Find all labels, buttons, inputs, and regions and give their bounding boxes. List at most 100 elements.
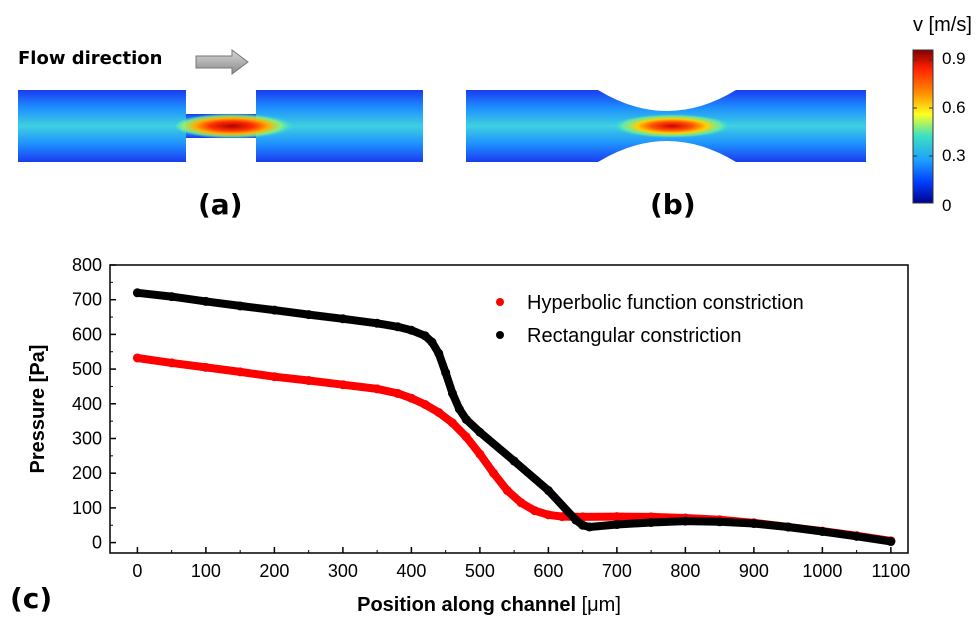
data-point-rectangular xyxy=(475,427,485,437)
data-point-hyperbolic xyxy=(516,498,526,508)
data-point-rectangular xyxy=(434,348,444,358)
x-axis-label: Position along channel [μm] xyxy=(357,594,621,616)
data-point-rectangular xyxy=(269,305,279,315)
data-point-rectangular xyxy=(612,520,622,530)
data-point-rectangular xyxy=(338,314,348,324)
x-tick-label: 300 xyxy=(328,561,358,581)
data-point-hyperbolic xyxy=(406,393,416,403)
data-series xyxy=(132,288,896,547)
data-point-hyperbolic xyxy=(475,449,485,459)
colorbar-tick-label: 0.9 xyxy=(942,49,966,68)
y-axis-label: Pressure [Pa] xyxy=(27,345,49,474)
channel-b xyxy=(466,90,866,162)
data-point-hyperbolic xyxy=(447,418,457,428)
data-point-rectangular xyxy=(886,537,896,547)
panel-a-label: (a) xyxy=(198,188,243,221)
data-point-hyperbolic xyxy=(235,367,245,377)
data-point-hyperbolic xyxy=(612,512,622,522)
data-point-rectangular xyxy=(447,388,457,398)
panel-c-label: (c) xyxy=(10,582,53,615)
colorbar-title: v [m/s] xyxy=(913,14,972,36)
data-point-rectangular xyxy=(132,288,142,298)
plot-frame xyxy=(109,264,909,554)
series-line-hyperbolic xyxy=(133,354,895,545)
data-point-rectangular xyxy=(167,292,177,302)
data-point-rectangular xyxy=(578,520,588,530)
legend-marker-rectangular xyxy=(496,331,504,339)
y-tick-label: 300 xyxy=(72,428,102,448)
x-axis-label-main: Position along channel xyxy=(357,594,581,616)
data-point-rectangular xyxy=(646,517,656,527)
x-axis-label-unit: [μm] xyxy=(582,594,621,616)
data-point-hyperbolic xyxy=(461,432,471,442)
data-point-hyperbolic xyxy=(132,353,142,363)
y-tick-label: 400 xyxy=(72,394,102,414)
legend-label-hyperbolic: Hyperbolic function constriction xyxy=(527,292,804,314)
data-point-rectangular xyxy=(461,414,471,424)
y-tick-label: 0 xyxy=(92,533,102,553)
data-point-hyperbolic xyxy=(167,358,177,368)
y-tick-label: 200 xyxy=(72,463,102,483)
data-point-rectangular xyxy=(852,531,862,541)
x-tick-label: 400 xyxy=(396,561,426,581)
velocity-field-panels xyxy=(18,49,934,204)
data-point-hyperbolic xyxy=(201,362,211,372)
pressure-chart: 0 100 200 300 400 500 600 700 800 900 1000 1100 0 100… xyxy=(27,255,910,616)
x-tick-label: 0 xyxy=(132,561,142,581)
data-point-rectangular xyxy=(235,301,245,311)
data-point-rectangular xyxy=(441,368,451,378)
y-tick-label: 800 xyxy=(72,255,102,275)
colorbar-tick-label: 0.6 xyxy=(942,98,966,117)
flow-direction-label: Flow direction xyxy=(18,48,163,69)
data-point-rectangular xyxy=(372,318,382,328)
x-tick-label: 900 xyxy=(739,561,769,581)
x-tick-label: 200 xyxy=(259,561,289,581)
data-point-hyperbolic xyxy=(557,512,567,522)
x-tick-label: 500 xyxy=(465,561,495,581)
data-point-hyperbolic xyxy=(489,468,499,478)
data-point-hyperbolic xyxy=(420,399,430,409)
data-point-rectangular xyxy=(817,526,827,536)
data-point-rectangular xyxy=(680,516,690,526)
colorbar-tick-label: 0 xyxy=(942,196,952,215)
panel-b-label: (b) xyxy=(650,188,696,221)
data-point-hyperbolic xyxy=(502,486,512,496)
data-point-rectangular xyxy=(304,310,314,320)
data-point-rectangular xyxy=(406,325,416,335)
data-point-hyperbolic xyxy=(269,372,279,382)
series-line-rectangular xyxy=(133,288,895,546)
data-point-rectangular xyxy=(783,522,793,532)
colorbar xyxy=(912,49,934,204)
y-tick-label: 500 xyxy=(72,359,102,379)
colorbar-ticks xyxy=(913,59,933,157)
x-tick-label: 600 xyxy=(533,561,563,581)
data-point-rectangular xyxy=(571,515,581,525)
data-point-rectangular xyxy=(393,322,403,332)
legend-marker-hyperbolic xyxy=(496,298,504,306)
data-point-hyperbolic xyxy=(372,384,382,394)
x-tick-label: 700 xyxy=(602,561,632,581)
data-point-rectangular xyxy=(584,522,594,532)
data-point-rectangular xyxy=(454,404,464,414)
y-tick-label: 600 xyxy=(72,324,102,344)
data-point-rectangular xyxy=(427,337,437,347)
y-tick-label: 700 xyxy=(72,290,102,310)
axis-ticks: 0 100 200 300 400 500 600 700 800 900 1000 1100 0 100… xyxy=(72,255,910,581)
data-point-rectangular xyxy=(749,519,759,529)
x-tick-label: 1000 xyxy=(802,561,842,581)
legend: Hyperbolic function constriction Rectang… xyxy=(496,292,804,347)
x-tick-label: 100 xyxy=(191,561,221,581)
data-point-rectangular xyxy=(543,486,553,496)
data-point-hyperbolic xyxy=(543,510,553,520)
data-point-hyperbolic xyxy=(338,380,348,390)
channel-a xyxy=(18,90,423,162)
data-point-hyperbolic xyxy=(393,388,403,398)
x-tick-label: 800 xyxy=(670,561,700,581)
data-point-rectangular xyxy=(509,456,519,466)
y-tick-label: 100 xyxy=(72,498,102,518)
data-point-hyperbolic xyxy=(304,376,314,386)
data-point-rectangular xyxy=(420,331,430,341)
data-point-hyperbolic xyxy=(530,506,540,516)
data-point-rectangular xyxy=(715,517,725,527)
data-point-hyperbolic xyxy=(434,407,444,417)
